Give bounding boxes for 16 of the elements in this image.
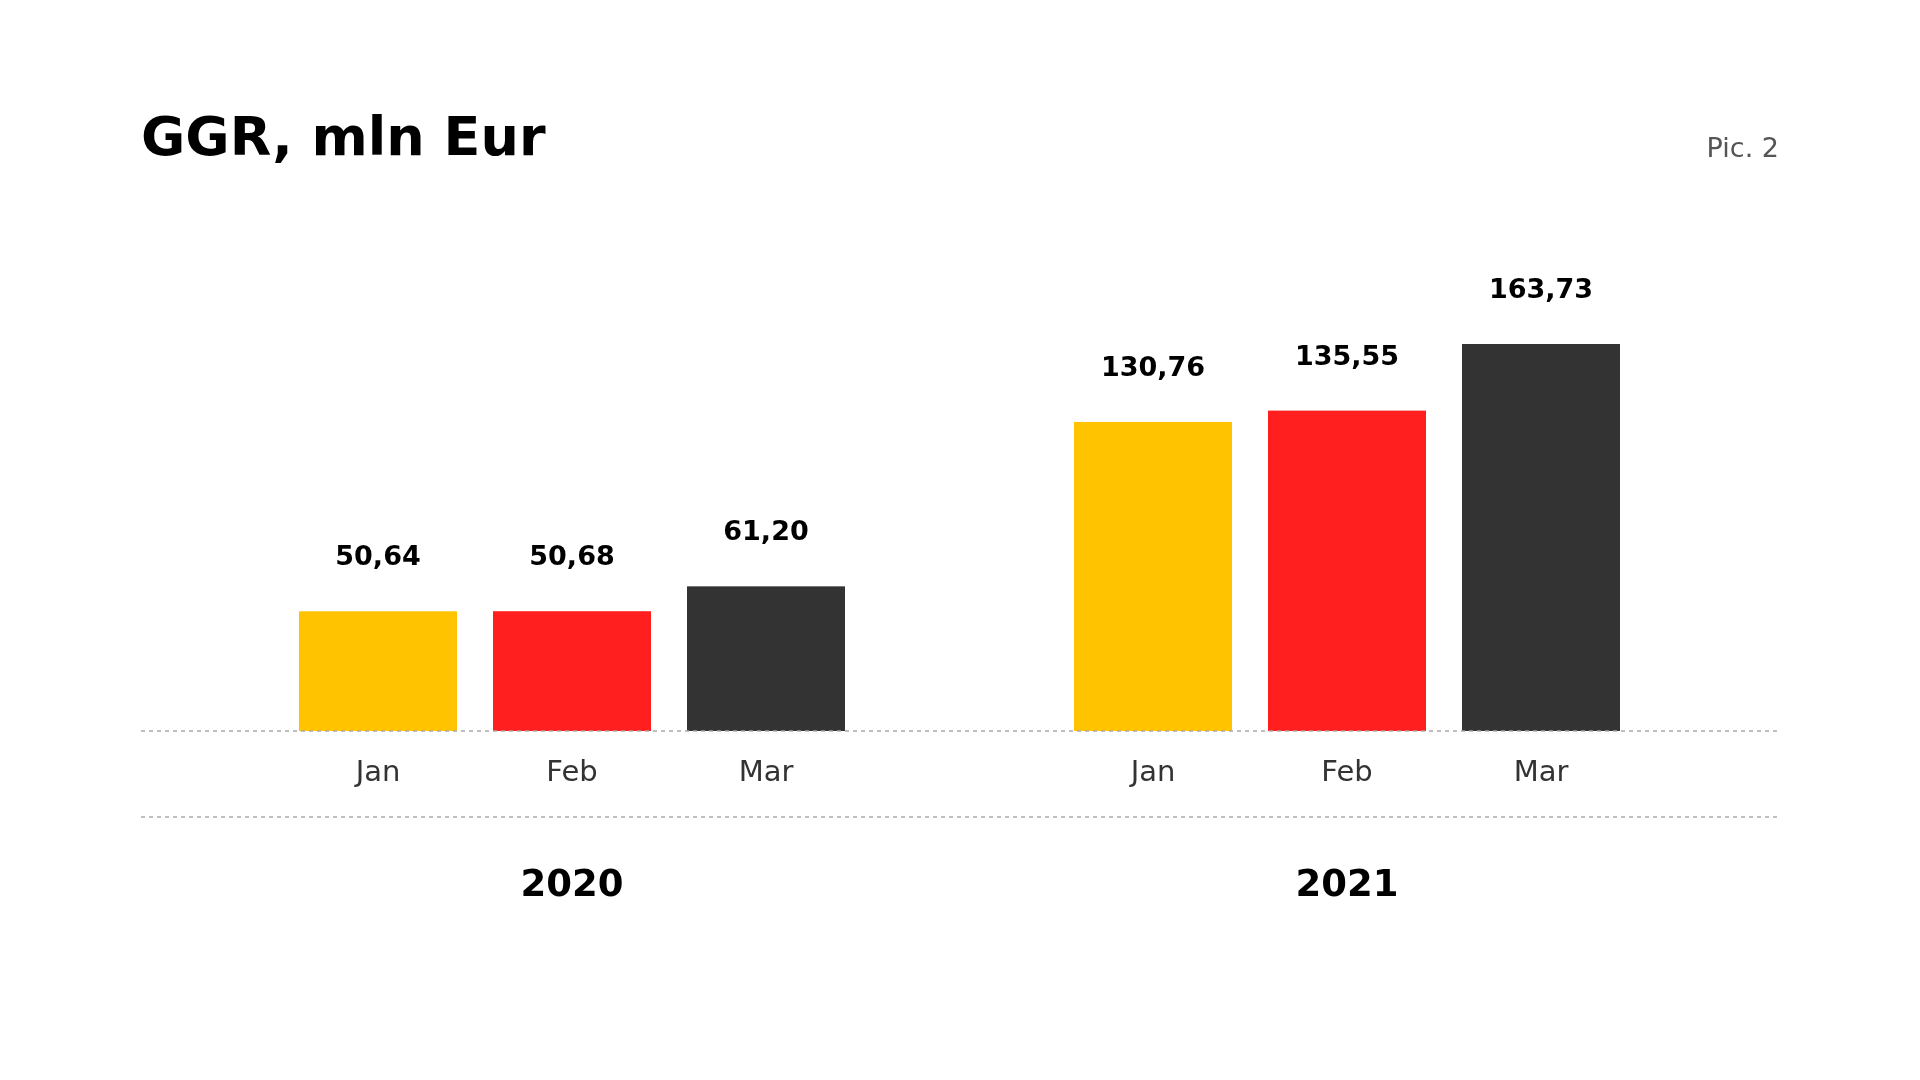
- text: Pic. 2: [1706, 132, 1779, 163]
- data-label: 163,73: [1488, 273, 1594, 304]
- x-tick-label: Jan: [1128, 754, 1176, 788]
- text: 2020: [520, 862, 624, 905]
- chart-title: GGR, mln Eur: [141, 105, 546, 168]
- text: 2021: [1295, 862, 1399, 905]
- data-label: 50,64: [335, 540, 421, 572]
- data-label: 61,20: [723, 515, 809, 547]
- x-tick-label: Mar: [738, 754, 794, 788]
- x-tick-label: Feb: [546, 754, 598, 788]
- data-label: 130,76: [1100, 350, 1206, 382]
- x-tick-label: Jan: [353, 754, 401, 788]
- x-tick-label: Mar: [1513, 754, 1569, 788]
- data-label: 50,68: [529, 540, 615, 572]
- data-label: 135,55: [1294, 339, 1400, 371]
- x-tick-label: Feb: [1321, 754, 1373, 788]
